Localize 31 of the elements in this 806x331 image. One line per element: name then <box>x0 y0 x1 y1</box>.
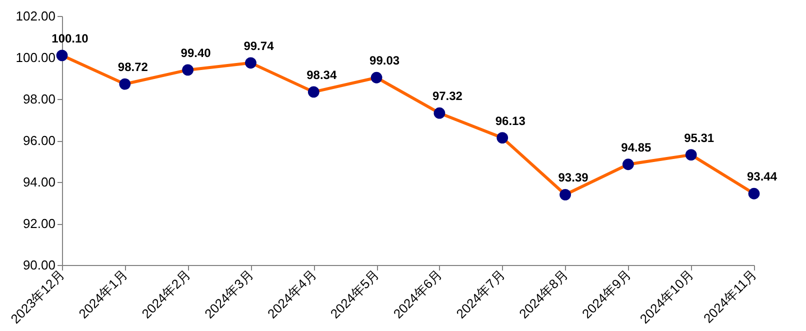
point <box>119 78 131 90</box>
point <box>685 149 697 161</box>
point <box>434 107 446 119</box>
data-label: 97.32 <box>432 89 463 104</box>
y-tick-label: 96.00 <box>22 133 56 148</box>
data-label: 94.85 <box>621 140 652 154</box>
data-label: 99.03 <box>370 54 400 68</box>
point <box>56 50 68 62</box>
point <box>308 86 320 98</box>
y-tick-label: 94.00 <box>22 174 56 190</box>
data-label: 100.10 <box>52 31 89 46</box>
data-label: 99.74 <box>244 38 274 53</box>
data-label: 93.39 <box>558 170 589 185</box>
data-label: 93.44 <box>746 170 778 184</box>
data-label: 99.40 <box>180 46 212 60</box>
point <box>560 188 571 200</box>
data-label: 96.13 <box>495 114 526 128</box>
point <box>748 188 760 200</box>
y-tick-label: 102.00 <box>16 8 56 24</box>
point <box>496 132 508 144</box>
y-tick-label: 98.00 <box>22 92 56 106</box>
y-tick-label: 100.00 <box>16 50 56 65</box>
data-label: 95.31 <box>684 130 714 145</box>
y-tick-label: 92.00 <box>22 216 56 231</box>
point <box>182 64 194 76</box>
point <box>245 57 256 69</box>
y-tick-label: 90.00 <box>22 258 56 272</box>
data-label: 98.34 <box>306 68 337 82</box>
data-label: 98.72 <box>118 60 148 74</box>
point <box>370 72 382 84</box>
point <box>622 158 634 170</box>
